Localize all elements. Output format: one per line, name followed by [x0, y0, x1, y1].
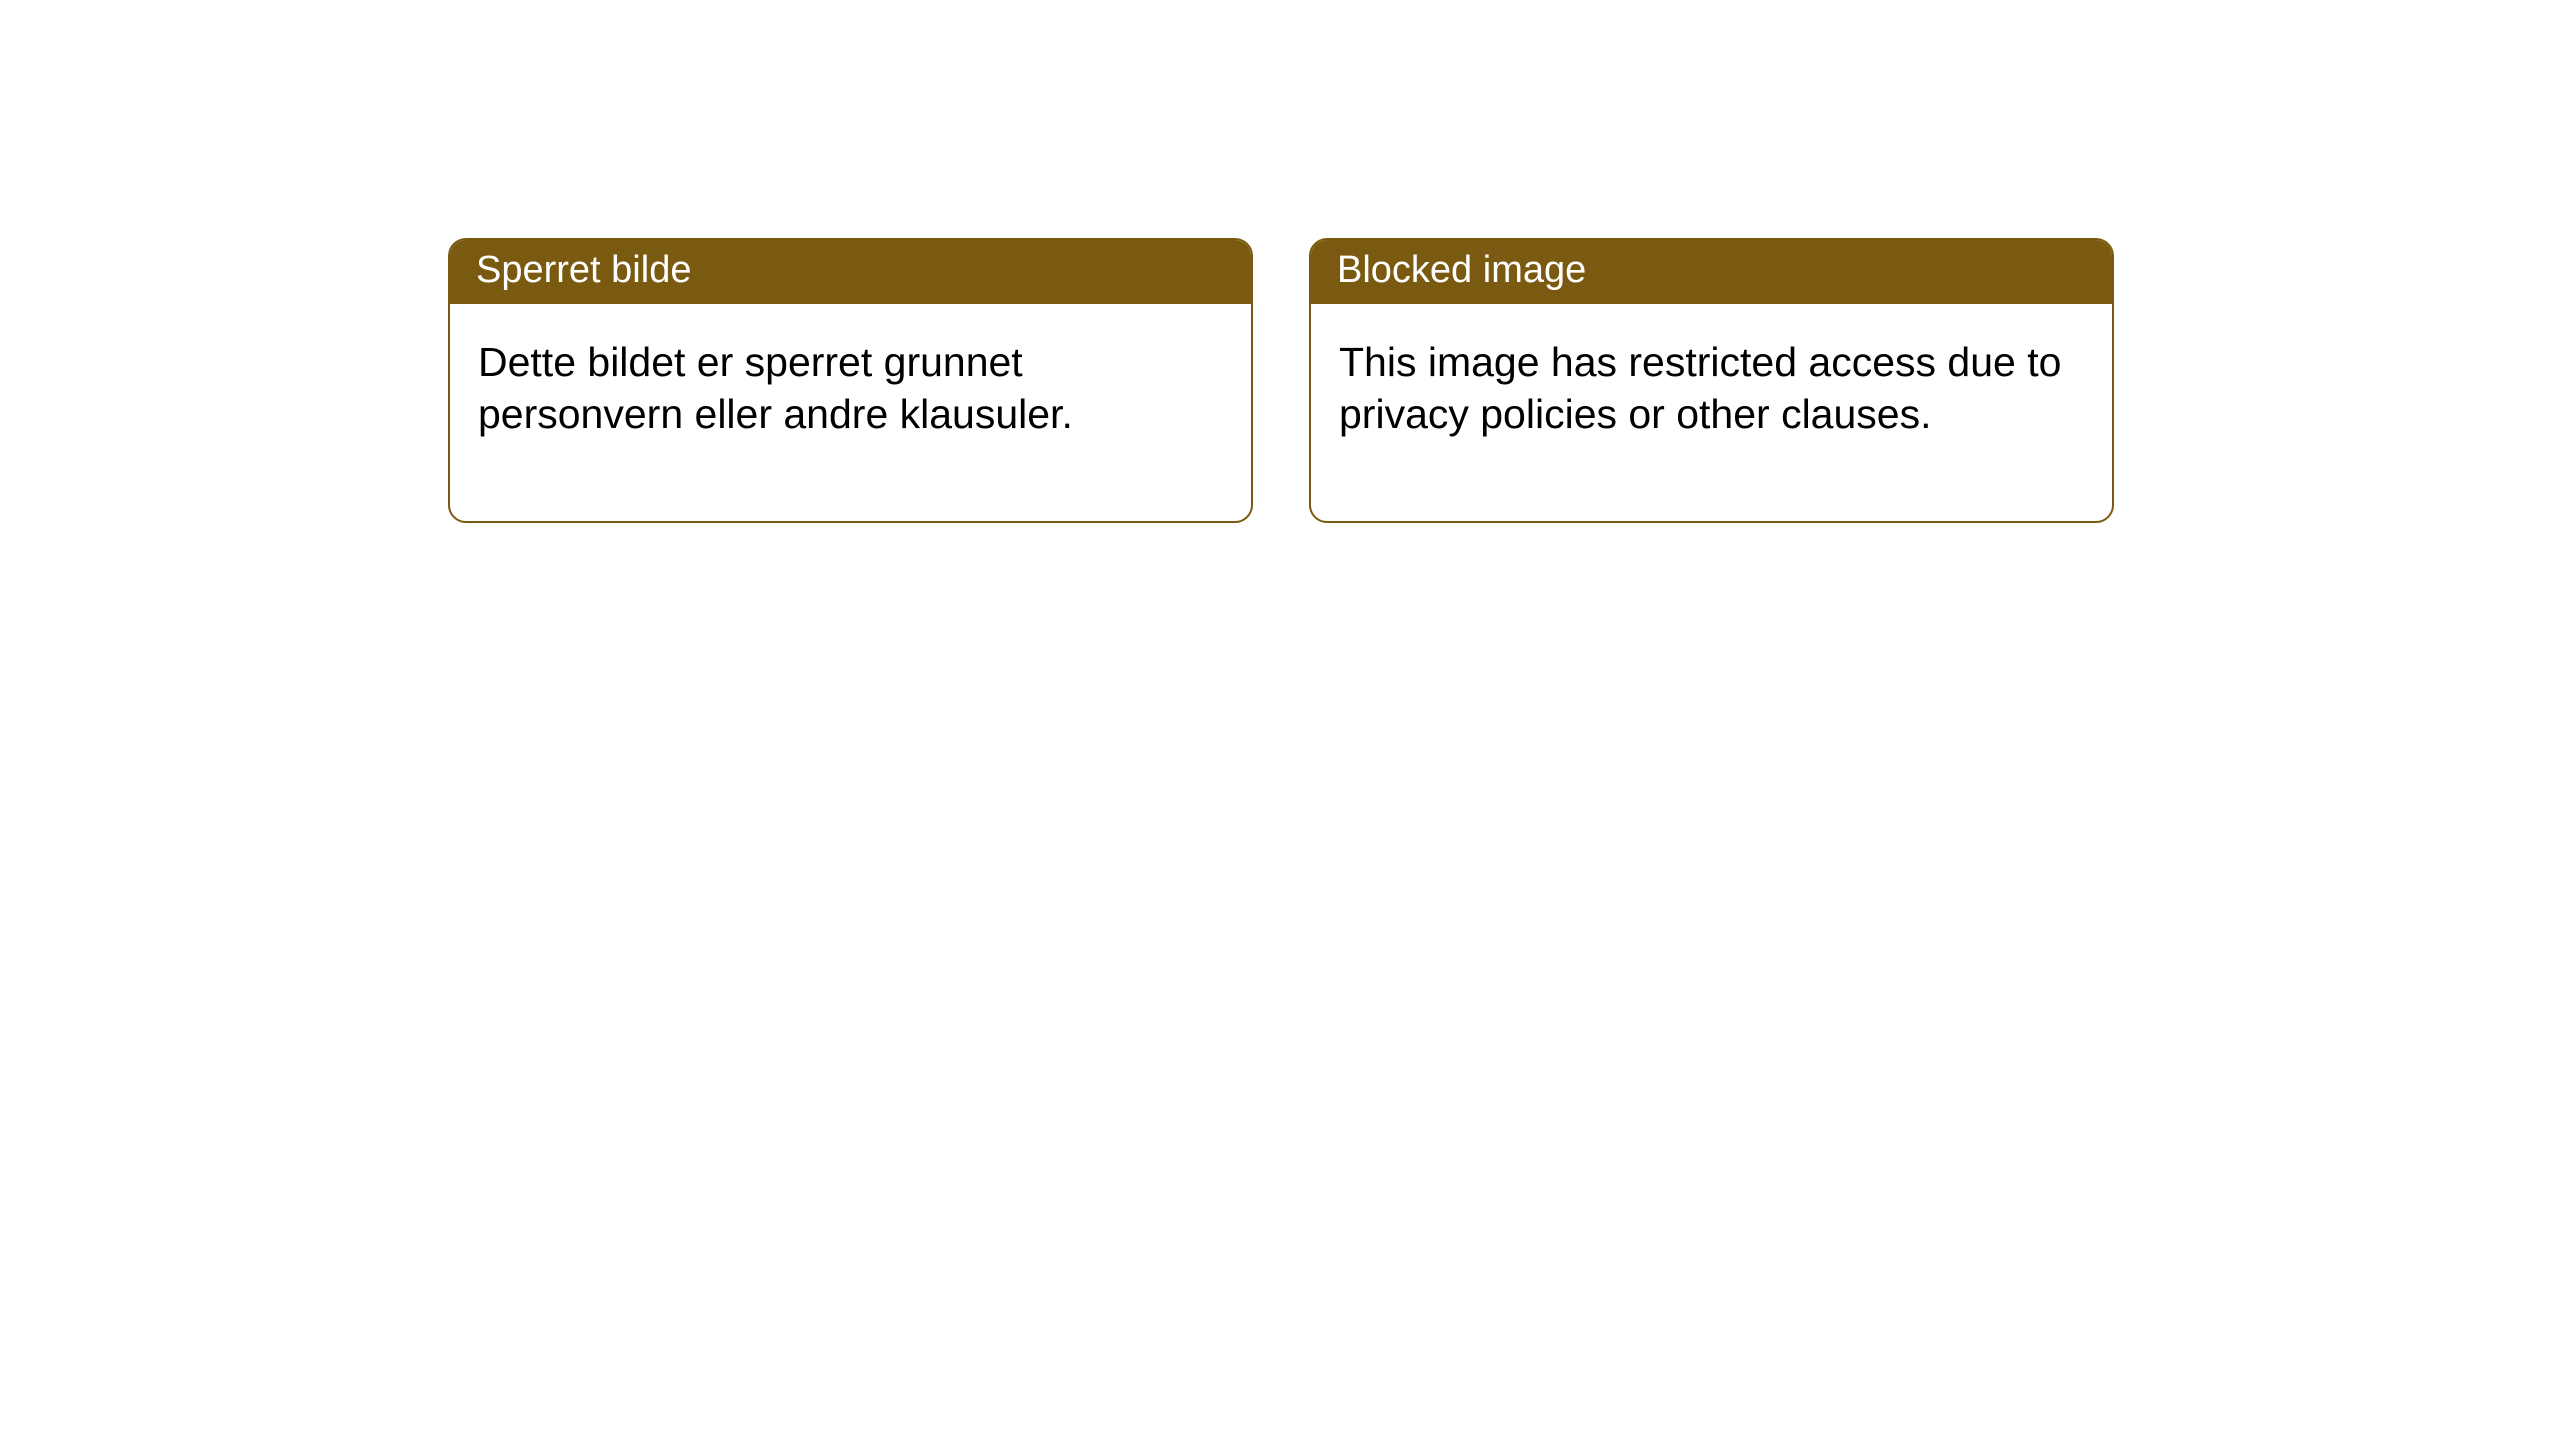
notice-body: Dette bildet er sperret grunnet personve…	[450, 304, 1251, 521]
notice-card-norwegian: Sperret bilde Dette bildet er sperret gr…	[448, 238, 1253, 523]
notice-header: Blocked image	[1311, 240, 2112, 304]
notice-body: This image has restricted access due to …	[1311, 304, 2112, 521]
notice-header: Sperret bilde	[450, 240, 1251, 304]
notice-card-english: Blocked image This image has restricted …	[1309, 238, 2114, 523]
notice-container: Sperret bilde Dette bildet er sperret gr…	[0, 0, 2560, 523]
